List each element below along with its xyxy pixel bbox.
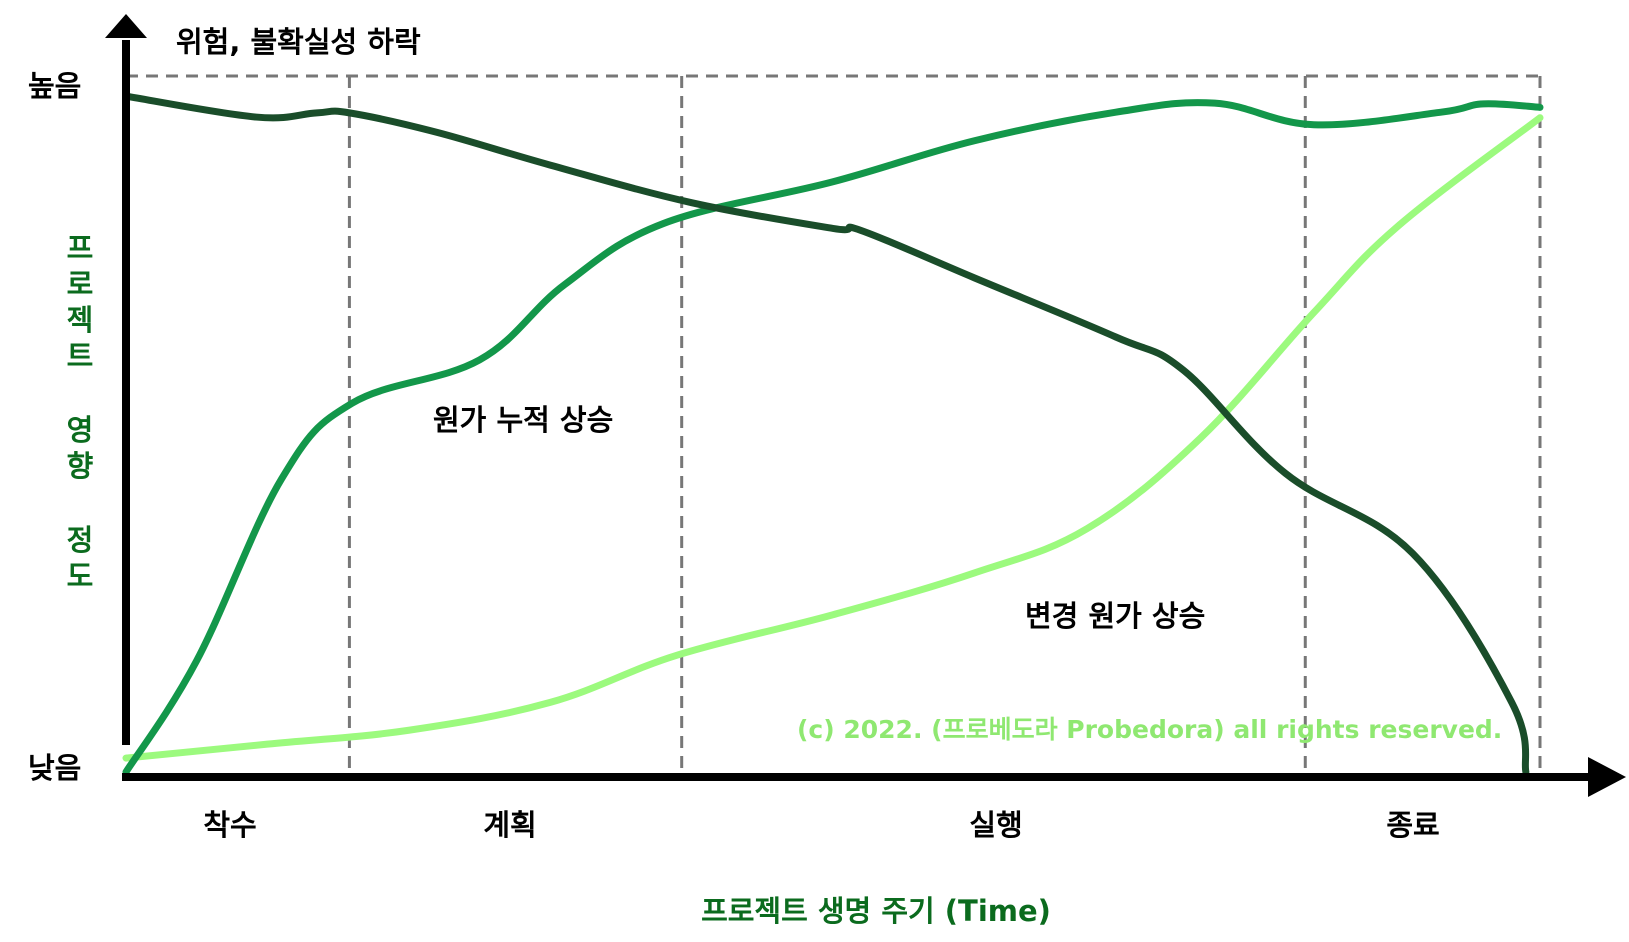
y-axis-label-char: 도 xyxy=(66,559,94,593)
y-axis-label-char: 영 xyxy=(66,413,94,447)
x-axis-label: 프로젝트 생명 주기 (Time) xyxy=(701,894,1051,928)
y-high-label: 높음 xyxy=(28,69,81,103)
axes xyxy=(105,14,1626,797)
annotation-change-cost: 변경 원가 상승 xyxy=(1025,599,1205,633)
phase-label-closing: 종료 xyxy=(1386,808,1439,842)
copyright-notice: (c) 2022. (프로베도라 Probedora) all rights r… xyxy=(797,715,1502,744)
y-axis-label-char: 트 xyxy=(66,339,94,373)
phase-label-planning: 계획 xyxy=(483,808,536,842)
phase-label-execution: 실행 xyxy=(969,808,1022,842)
y-axis-arrow xyxy=(105,14,147,38)
y-low-label: 낮음 xyxy=(28,751,81,785)
series-lines xyxy=(122,92,1544,776)
series-line-1 xyxy=(122,99,1544,776)
phase-label-initiation: 착수 xyxy=(203,808,256,842)
series-line-2 xyxy=(122,114,1544,762)
annotation-cumulative-cost: 원가 누적 상승 xyxy=(433,403,613,437)
y-axis-label-char: 향 xyxy=(66,449,94,483)
phase-gridlines xyxy=(126,74,1542,774)
y-axis-label-char: 로 xyxy=(66,267,94,301)
annotation-risk: 위험, 불확실성 하락 xyxy=(176,25,421,59)
y-axis-label-char xyxy=(60,484,100,522)
y-axis-label-char: 프 xyxy=(66,231,94,265)
y-axis-label-char xyxy=(60,374,100,412)
y-axis-label-char: 정 xyxy=(66,523,94,557)
y-axis-label-char: 젝 xyxy=(66,303,94,337)
series-line-0 xyxy=(122,92,1530,776)
x-axis-arrow xyxy=(1588,757,1626,797)
